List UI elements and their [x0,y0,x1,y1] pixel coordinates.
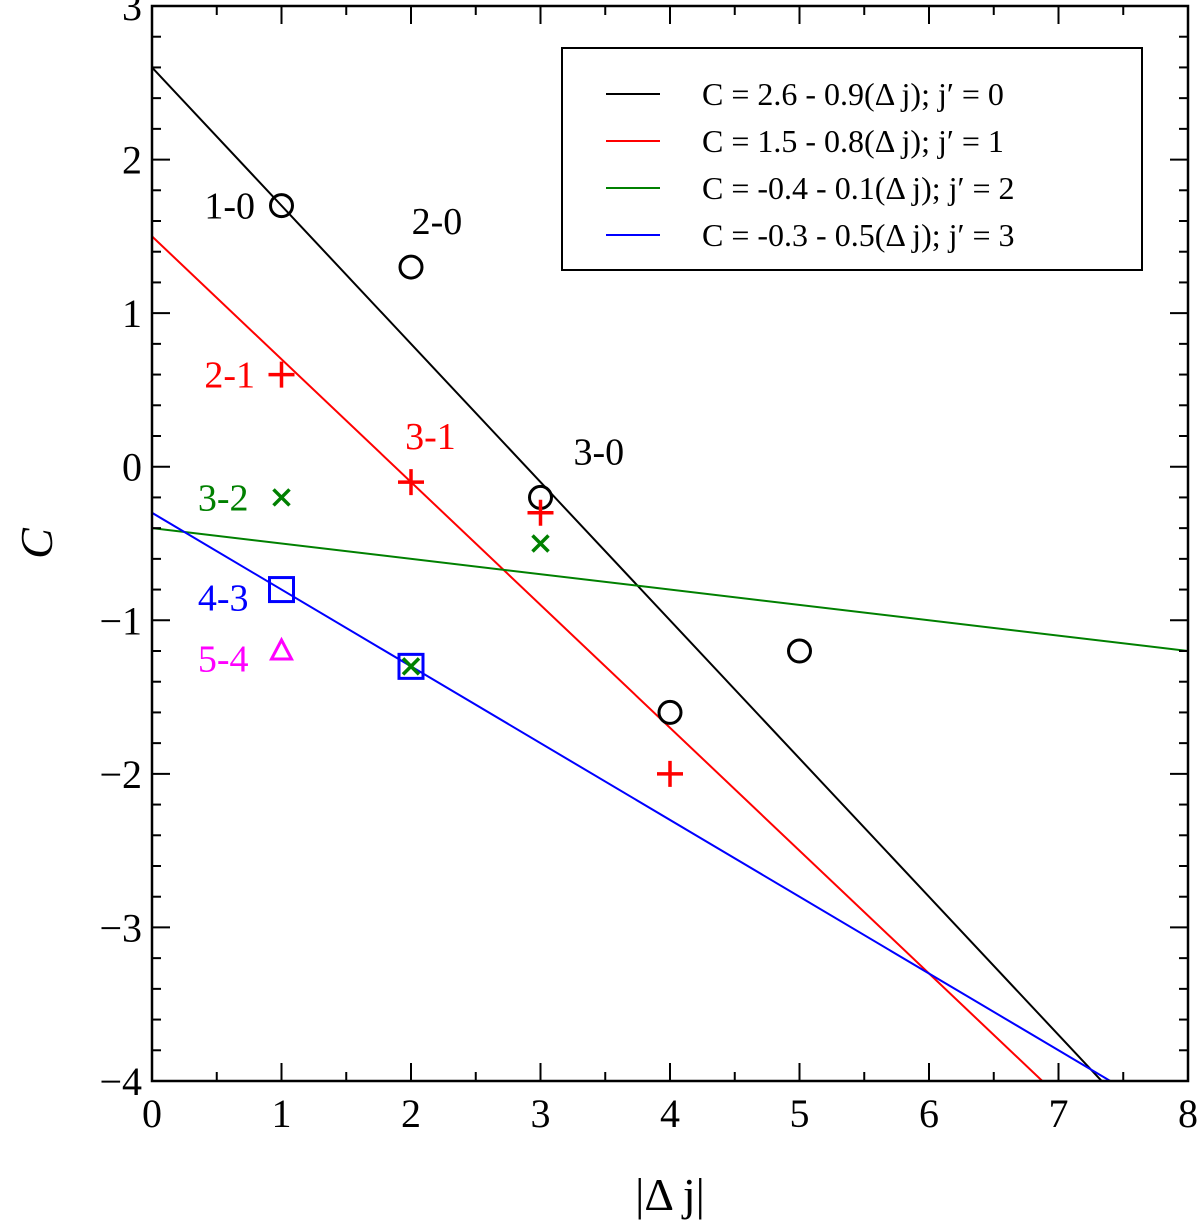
marker-cross-2 [531,534,550,553]
x-tick-label: 5 [790,1091,810,1136]
annotation-5-4: 5-4 [198,639,249,681]
annotation-3-0: 3-0 [573,431,624,473]
legend-entry-2: C = -0.4 - 0.1(Δ j); j′ = 2 [702,170,1015,206]
legend-entry-1: C = 1.5 - 0.8(Δ j); j′ = 1 [702,123,1004,159]
y-tick-label: 3 [122,0,142,29]
marker-circle-0 [269,193,294,219]
legend-entry-0: C = 2.6 - 0.9(Δ j); j′ = 0 [702,76,1004,112]
legend-box [561,47,1143,271]
y-tick-label: −2 [99,752,142,797]
marker-cross-0 [272,488,291,507]
y-tick-label: 2 [122,138,142,183]
x-tick-label: 1 [272,1091,292,1136]
y-tick-label: 1 [122,291,142,336]
x-tick-label: 7 [1049,1091,1069,1136]
x-tick-label: 8 [1178,1091,1198,1136]
fit-lines [152,66,1188,1081]
x-tick-label: 0 [142,1091,162,1136]
x-axis-title: |Δ j| [635,1169,705,1220]
annotation-4-3: 4-3 [198,577,249,619]
y-tick-label: 0 [122,445,142,490]
marker-plus-2 [527,499,554,526]
marker-triangle-0 [269,636,294,661]
marker-plus-1 [398,469,424,496]
legend: C = 2.6 - 0.9(Δ j); j′ = 0 C = 1.5 - 0.8(… [561,47,1143,271]
marker-plus-0 [268,361,295,388]
marker-square-0 [268,576,295,604]
annotation-2-1: 2-1 [204,355,255,397]
axes: 0 1 2 3 4 5 6 7 8 3 2 1 0 −1 −2 −3 −4 [99,0,1198,1136]
marker-circle-3 [657,699,683,725]
fit-line-2 [152,527,1188,652]
marker-cross-1 [401,657,421,676]
x-tick-label: 4 [660,1091,680,1136]
x-tick-label: 6 [919,1091,939,1136]
x-tick-label: 2 [401,1091,421,1136]
annotation-2-0: 2-0 [412,201,463,243]
point-annotations: 1-0 2-0 3-0 2-1 3-1 3-2 4-3 5-4 [198,186,624,681]
annotation-3-1: 3-1 [405,416,456,458]
data-markers [268,193,812,787]
marker-circle-4 [787,638,812,664]
legend-entry-3: C = -0.3 - 0.5(Δ j); j′ = 3 [702,217,1015,253]
marker-plus-3 [657,760,683,787]
marker-square-1 [397,652,425,680]
fit-line-0 [152,66,1104,1081]
annotation-3-2: 3-2 [198,477,249,519]
marker-circle-1 [398,254,424,280]
fit-line-3 [152,511,1113,1081]
annotation-1-0: 1-0 [204,186,255,228]
fit-line-1 [152,235,1044,1081]
x-tick-label: 3 [531,1091,551,1136]
y-tick-label: −1 [99,598,142,643]
y-axis-title: C [11,527,62,559]
y-tick-label: −4 [99,1059,142,1104]
y-tick-label: −3 [99,905,142,950]
